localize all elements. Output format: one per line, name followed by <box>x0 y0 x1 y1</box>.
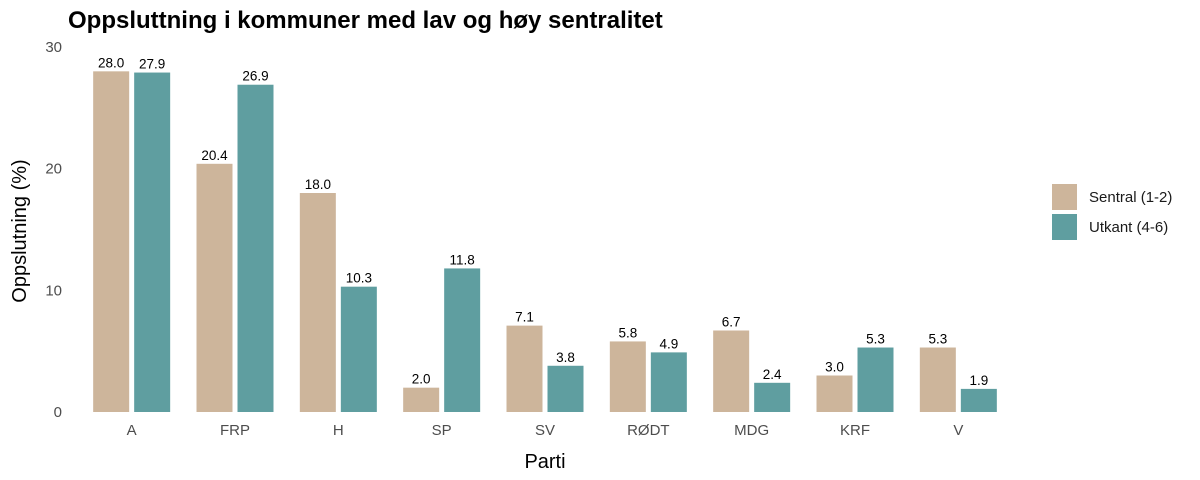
bar-sentral <box>919 347 956 412</box>
legend-label: Utkant (4-6) <box>1089 219 1168 236</box>
x-tick-label: V <box>953 422 963 439</box>
bar-utkant <box>650 352 687 412</box>
chart-title: Oppsluttning i kommuner med lav og høy s… <box>68 7 663 34</box>
bar-sentral <box>299 193 336 412</box>
x-tick-label: KRF <box>840 422 870 439</box>
bar-sentral <box>713 330 750 412</box>
data-labels: 28.0 27.9 20.4 26.9 18.0 10.3 2.0 11.8 7.1 3.8 5.8… <box>98 55 988 388</box>
bar-utkant <box>547 365 584 412</box>
bar-utkant <box>237 84 274 412</box>
legend-label: Sentral (1-2) <box>1089 189 1172 206</box>
x-tick-label: SP <box>432 422 452 439</box>
legend-swatch <box>1052 214 1077 240</box>
bar-utkant <box>340 286 377 412</box>
bar-value-label: 4.9 <box>659 336 678 351</box>
bar-value-label: 2.0 <box>412 372 431 387</box>
y-tick-label: 0 <box>54 404 62 421</box>
bar-utkant <box>134 72 171 413</box>
x-tick-label: RØDT <box>627 422 670 439</box>
bar-group <box>93 71 997 413</box>
bar-value-label: 18.0 <box>305 177 331 192</box>
legend: Sentral (1-2) Utkant (4-6) <box>1052 184 1172 240</box>
x-tick-label: H <box>333 422 344 439</box>
y-axis-ticks: 0 10 20 30 <box>45 39 62 421</box>
bar-value-label: 2.4 <box>763 367 782 382</box>
x-tick-label: FRP <box>220 422 250 439</box>
bar-utkant <box>444 268 481 412</box>
y-tick-label: 20 <box>45 161 62 178</box>
y-tick-label: 30 <box>45 39 62 56</box>
bar-utkant <box>960 388 997 412</box>
bar-value-label: 1.9 <box>969 373 988 388</box>
x-tick-label: MDG <box>734 422 769 439</box>
bar-sentral <box>506 325 543 412</box>
bar-sentral <box>609 341 646 412</box>
bar-value-label: 10.3 <box>346 271 372 286</box>
bar-sentral <box>196 163 233 412</box>
bar-value-label: 3.8 <box>556 350 575 365</box>
bar-value-label: 26.9 <box>242 69 268 84</box>
bar-value-label: 5.3 <box>928 332 947 347</box>
bar-value-label: 20.4 <box>201 148 228 163</box>
bar-value-label: 27.9 <box>139 57 165 72</box>
bar-value-label: 3.0 <box>825 360 844 375</box>
bar-value-label: 11.8 <box>450 252 475 267</box>
bar-sentral <box>816 375 853 412</box>
x-axis-ticks: A FRP H SP SV RØDT MDG KRF V <box>127 422 964 439</box>
y-tick-label: 10 <box>45 282 62 299</box>
x-tick-label: A <box>127 422 137 439</box>
bar-value-label: 7.1 <box>515 310 534 325</box>
y-axis-title: Oppslutning (%) <box>9 159 31 302</box>
bar-sentral <box>93 71 130 412</box>
legend-swatch <box>1052 184 1077 210</box>
x-axis-title: Parti <box>524 451 565 473</box>
bar-value-label: 5.8 <box>618 325 637 340</box>
bar-sentral <box>403 387 440 412</box>
bar-value-label: 28.0 <box>98 55 124 70</box>
bar-utkant <box>857 347 894 412</box>
bar-value-label: 5.3 <box>866 332 885 347</box>
x-tick-label: SV <box>535 422 555 439</box>
bar-value-label: 6.7 <box>722 314 741 329</box>
bar-utkant <box>754 382 791 412</box>
